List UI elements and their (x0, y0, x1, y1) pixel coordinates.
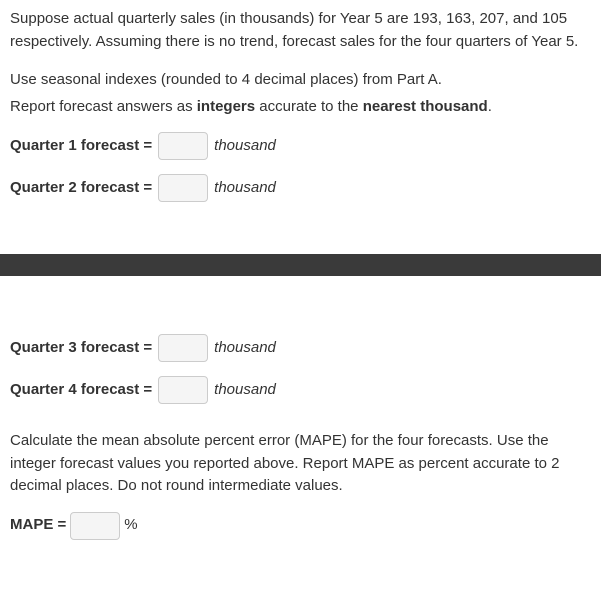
problem-statement: Suppose actual quarterly sales (in thous… (10, 8, 591, 53)
mape-section: Calculate the mean absolute percent erro… (10, 430, 591, 540)
mape-input[interactable] (70, 512, 120, 540)
instr2-suffix: . (488, 98, 492, 115)
instr2-mid: accurate to the (255, 98, 363, 115)
mape-unit: % (124, 514, 137, 537)
quarter-1-unit: thousand (214, 135, 276, 158)
quarter-3-unit: thousand (214, 337, 276, 360)
mape-instructions: Calculate the mean absolute percent erro… (10, 430, 591, 498)
quarter-4-row: Quarter 4 forecast = thousand (10, 376, 591, 404)
instruction-line-2: Report forecast answers as integers accu… (10, 96, 591, 119)
instr2-bold2: nearest thousand (363, 98, 488, 115)
quarter-3-input[interactable] (158, 334, 208, 362)
quarter-4-unit: thousand (214, 379, 276, 402)
quarter-4-label: Quarter 4 forecast = (10, 379, 152, 402)
instr2-prefix: Report forecast answers as (10, 98, 197, 115)
section-divider (0, 254, 601, 276)
quarter-4-input[interactable] (158, 376, 208, 404)
quarter-1-row: Quarter 1 forecast = thousand (10, 132, 591, 160)
instruction-line-1: Use seasonal indexes (rounded to 4 decim… (10, 69, 591, 92)
mape-row: MAPE = % (10, 512, 591, 540)
quarter-3-row: Quarter 3 forecast = thousand (10, 334, 591, 362)
quarter-1-input[interactable] (158, 132, 208, 160)
quarter-3-label: Quarter 3 forecast = (10, 337, 152, 360)
quarter-2-label: Quarter 2 forecast = (10, 177, 152, 200)
question-bottom-section: Quarter 3 forecast = thousand Quarter 4 … (0, 312, 601, 548)
quarter-2-input[interactable] (158, 174, 208, 202)
mape-label: MAPE = (10, 514, 66, 537)
quarter-2-unit: thousand (214, 177, 276, 200)
quarter-2-row: Quarter 2 forecast = thousand (10, 174, 591, 202)
quarter-1-label: Quarter 1 forecast = (10, 135, 152, 158)
instr2-bold1: integers (197, 98, 255, 115)
question-top-section: Suppose actual quarterly sales (in thous… (0, 0, 601, 214)
